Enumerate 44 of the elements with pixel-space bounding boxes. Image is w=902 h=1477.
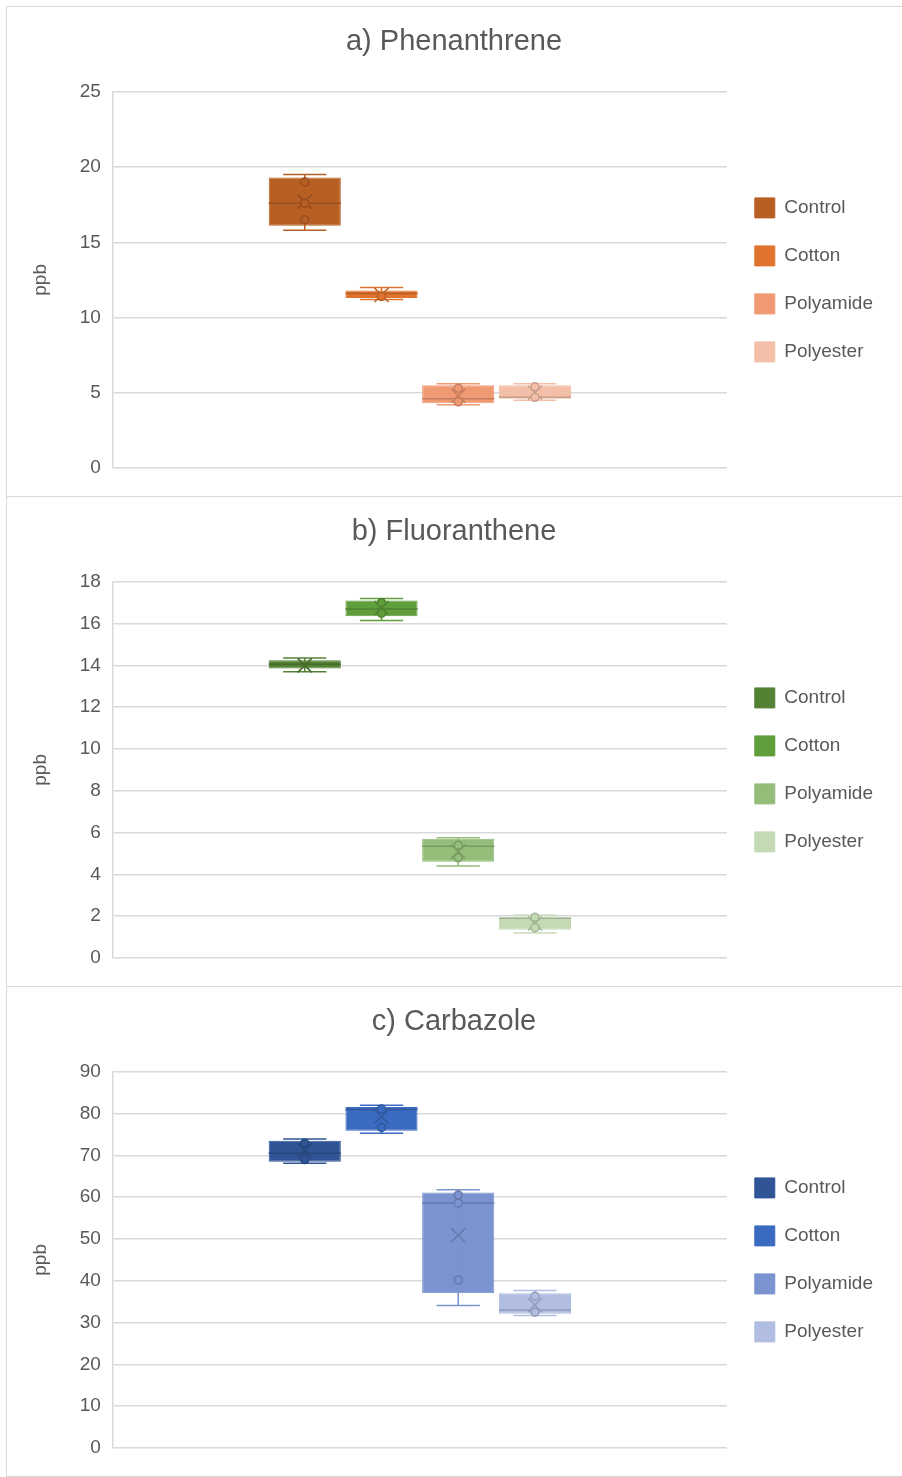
legend-label: Polyester	[784, 1320, 865, 1342]
y-tick-label: 10	[79, 1394, 101, 1416]
y-tick-label: 20	[79, 1352, 101, 1374]
y-tick-label: 18	[79, 570, 101, 592]
y-tick-label: 10	[79, 737, 101, 759]
legend-label: Polyamide	[784, 1272, 874, 1294]
y-tick-label: 90	[79, 1060, 101, 1082]
y-tick-label: 25	[79, 80, 101, 102]
chart-title: c) Carbazole	[371, 1004, 537, 1037]
y-tick-label: 20	[79, 155, 101, 177]
y-tick-label: 2	[90, 904, 101, 926]
y-tick-label: 0	[90, 946, 101, 968]
y-tick-label: 40	[79, 1269, 101, 1291]
y-tick-label: 70	[79, 1143, 101, 1165]
y-axis-title: ppb	[28, 1244, 50, 1276]
legend-label: Cotton	[784, 734, 841, 756]
legend-label: Polyester	[784, 830, 865, 852]
y-tick-label: 80	[79, 1101, 101, 1123]
chart-title: b) Fluoranthene	[351, 514, 557, 547]
y-tick-label: 10	[79, 305, 101, 327]
y-tick-label: 15	[79, 230, 101, 252]
legend-label: Polyamide	[784, 782, 874, 804]
legend-label: Control	[784, 196, 846, 218]
y-tick-label: 6	[90, 820, 101, 842]
chart-title: a) Phenanthrene	[345, 24, 563, 57]
y-tick-label: 30	[79, 1310, 101, 1332]
legend-label: Polyamide	[784, 292, 874, 314]
y-tick-label: 4	[90, 862, 102, 884]
legend-label: Control	[784, 686, 846, 708]
y-axis-title: ppb	[28, 264, 50, 296]
legend-label: Control	[784, 1176, 846, 1198]
y-axis-title: ppb	[28, 754, 50, 786]
y-tick-label: 0	[90, 456, 101, 478]
legend-label: Polyester	[784, 340, 865, 362]
y-tick-label: 5	[90, 380, 101, 402]
legend-label: Cotton	[784, 1224, 841, 1246]
y-tick-label: 0	[90, 1436, 101, 1458]
legend-label: Cotton	[784, 244, 841, 266]
y-tick-label: 12	[79, 695, 101, 717]
y-tick-label: 8	[90, 779, 101, 801]
y-tick-label: 16	[79, 611, 101, 633]
y-tick-label: 60	[79, 1185, 101, 1207]
y-tick-label: 14	[79, 653, 102, 675]
y-tick-label: 50	[79, 1227, 101, 1249]
